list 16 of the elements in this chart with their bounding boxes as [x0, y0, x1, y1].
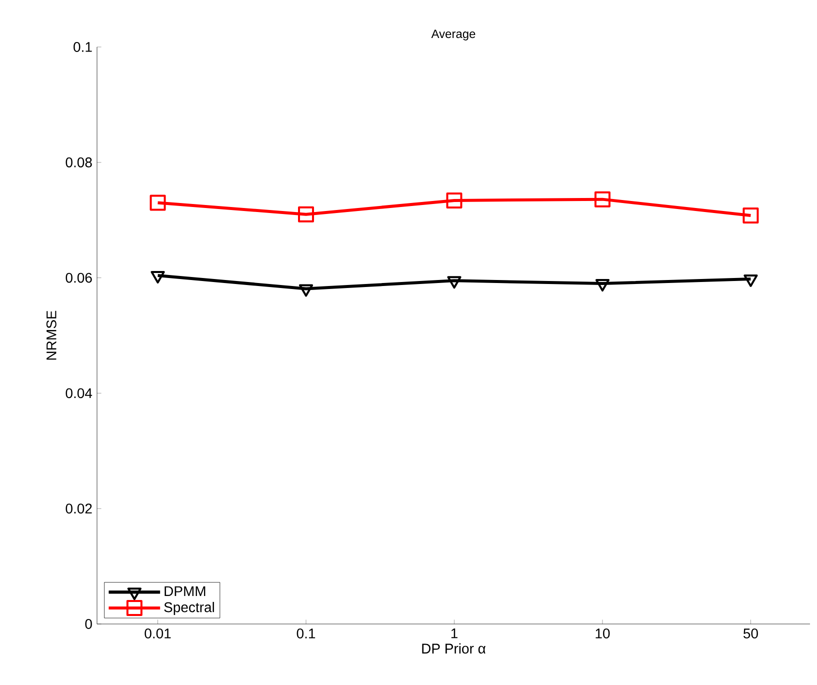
x-tick-label: 50	[743, 628, 758, 638]
x-tick-label: 10	[596, 628, 610, 638]
legend-label: DPMM	[164, 586, 206, 596]
y-tick-label: 0.06	[66, 272, 92, 283]
chart-title: Average	[431, 30, 476, 40]
x-tick-label: 0.01	[144, 628, 171, 638]
x-tick-label: 0.1	[296, 628, 316, 638]
y-tick-label: 0.1	[74, 42, 92, 52]
legend-label: Spectral	[164, 602, 214, 615]
y-axis-title: NRMSE	[46, 310, 56, 360]
x-tick-label: 1	[451, 628, 458, 638]
y-tick-label: 0.02	[66, 504, 92, 514]
y-tick-label: 0	[85, 619, 92, 629]
y-tick-label: 0.04	[66, 388, 92, 398]
y-tick-label: 0.08	[66, 157, 92, 168]
x-axis-title: DP Prior α	[422, 643, 486, 654]
